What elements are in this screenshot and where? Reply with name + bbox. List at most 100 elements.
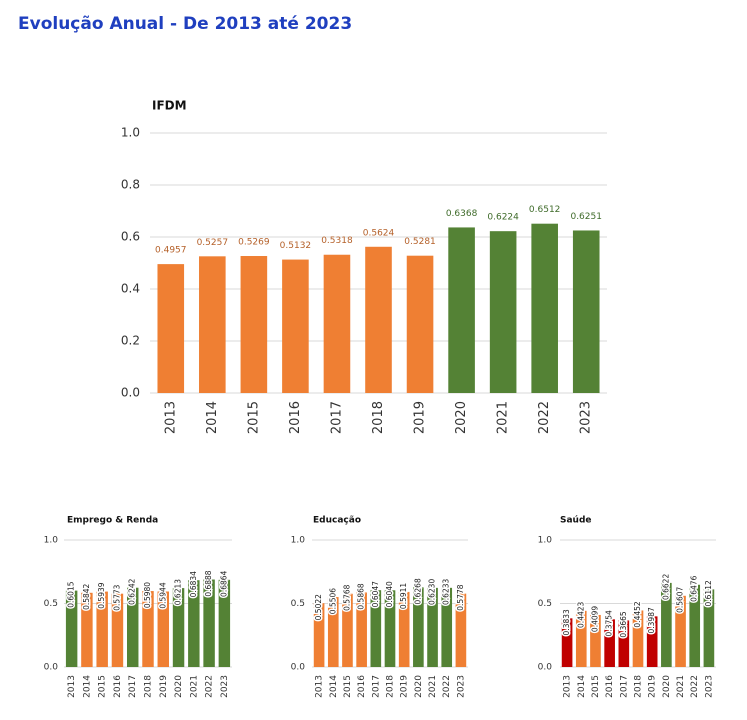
value-label: 0.5624 <box>363 228 395 238</box>
bar <box>703 589 715 667</box>
value-label: 0.6224 <box>487 213 519 223</box>
value-label: 0.6112 <box>704 580 713 606</box>
value-label: 0.5980 <box>143 582 152 608</box>
bar <box>632 610 644 667</box>
y-tick-label: 0.0 <box>44 663 59 673</box>
value-label: 0.5944 <box>158 582 167 608</box>
value-label: 0.5842 <box>82 583 91 609</box>
bar <box>572 230 600 393</box>
y-tick-label: 0.0 <box>121 386 140 400</box>
value-label: 0.4423 <box>576 601 585 627</box>
page-title: Evolução Anual - De 2013 até 2023 <box>18 14 352 34</box>
value-label: 0.3665 <box>619 611 628 637</box>
value-label: 0.6233 <box>442 578 451 604</box>
value-label: 0.4099 <box>590 606 599 632</box>
value-label: 0.6251 <box>570 212 602 222</box>
x-tick-label: 2016 <box>357 675 367 698</box>
value-label: 0.6476 <box>690 575 699 601</box>
bar <box>127 587 139 667</box>
value-label: 0.4957 <box>155 246 187 256</box>
x-tick-label: 2015 <box>343 675 353 698</box>
bar <box>96 591 108 667</box>
value-label: 0.6512 <box>529 205 561 215</box>
x-tick-label: 2021 <box>189 675 199 698</box>
y-tick-label: 0.0 <box>291 663 306 673</box>
x-tick-label: 2018 <box>371 401 386 434</box>
x-tick-label: 2022 <box>537 401 552 434</box>
bar <box>448 227 475 393</box>
bar <box>218 579 231 667</box>
value-label: 0.6888 <box>204 570 213 596</box>
value-label: 0.4452 <box>633 601 642 627</box>
bar <box>370 590 382 667</box>
bar <box>65 590 78 667</box>
bar <box>575 610 587 667</box>
x-tick-label: 2015 <box>246 401 261 434</box>
bar <box>618 620 630 667</box>
chart-title: IFDM <box>152 99 187 113</box>
x-tick-label: 2013 <box>67 675 77 698</box>
value-label: 0.5773 <box>112 584 121 610</box>
bar <box>531 223 558 393</box>
y-tick-label: 1.0 <box>44 536 59 546</box>
x-tick-label: 2016 <box>288 401 303 434</box>
value-label: 0.5132 <box>280 241 312 251</box>
x-tick-label: 2015 <box>98 675 108 698</box>
x-tick-label: 2019 <box>400 675 410 698</box>
x-tick-label: 2017 <box>128 675 138 698</box>
y-tick-label: 1.0 <box>121 126 140 140</box>
value-label: 0.6047 <box>371 581 380 607</box>
x-tick-label: 2019 <box>413 401 428 434</box>
x-tick-label: 2014 <box>205 401 220 434</box>
value-label: 0.5607 <box>676 586 685 612</box>
value-label: 0.5318 <box>321 236 353 246</box>
x-tick-label: 2018 <box>634 675 644 698</box>
bar <box>111 593 124 667</box>
x-tick-label: 2020 <box>662 675 672 698</box>
bar <box>646 616 658 667</box>
x-tick-label: 2017 <box>371 675 381 698</box>
x-tick-label: 2014 <box>82 675 92 698</box>
y-tick-label: 1.0 <box>538 536 553 546</box>
bar <box>561 618 573 667</box>
value-label: 0.6242 <box>128 578 137 604</box>
x-tick-label: 2020 <box>174 675 184 698</box>
bar <box>157 264 185 393</box>
value-label: 0.3987 <box>647 607 656 633</box>
x-tick-label: 2014 <box>329 675 339 698</box>
bar <box>142 591 154 667</box>
x-tick-label: 2022 <box>690 675 700 698</box>
bar <box>689 584 701 667</box>
value-label: 0.6213 <box>174 579 183 605</box>
bar <box>406 255 434 393</box>
y-tick-label: 0.8 <box>121 178 140 192</box>
value-label: 0.5022 <box>314 594 323 620</box>
bar <box>590 614 601 667</box>
value-label: 0.3754 <box>605 610 614 636</box>
x-tick-label: 2023 <box>456 675 466 698</box>
y-tick-label: 0.0 <box>538 663 553 673</box>
x-tick-label: 2020 <box>414 675 424 698</box>
x-tick-label: 2013 <box>315 675 325 698</box>
x-tick-label: 2014 <box>577 675 587 698</box>
bar <box>313 603 325 667</box>
x-tick-label: 2022 <box>205 675 215 698</box>
value-label: 0.6268 <box>413 578 422 604</box>
bar <box>365 246 392 393</box>
bar <box>240 256 268 393</box>
bar <box>604 619 615 667</box>
bar <box>199 256 226 393</box>
x-tick-label: 2021 <box>428 675 438 698</box>
value-label: 0.6864 <box>219 570 228 596</box>
x-tick-label: 2019 <box>648 675 658 698</box>
value-label: 0.5281 <box>404 237 436 247</box>
value-label: 0.5911 <box>399 583 408 609</box>
bar <box>489 231 517 393</box>
value-label: 0.3833 <box>562 609 571 635</box>
chart-title: Educação <box>313 516 361 526</box>
x-tick-label: 2023 <box>579 401 594 434</box>
value-label: 0.6040 <box>385 581 394 607</box>
bar <box>282 259 309 393</box>
bar <box>203 579 215 667</box>
